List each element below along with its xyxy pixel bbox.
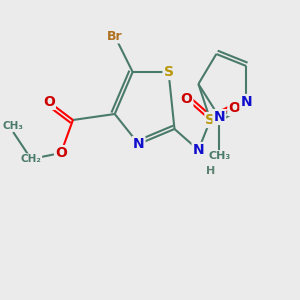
- Text: Br: Br: [107, 29, 123, 43]
- Text: N: N: [193, 143, 204, 157]
- Text: N: N: [214, 110, 225, 124]
- Text: O: O: [43, 95, 55, 109]
- Text: S: S: [164, 65, 173, 79]
- Text: CH₃: CH₃: [3, 121, 24, 131]
- Text: O: O: [228, 101, 240, 115]
- Text: O: O: [55, 146, 67, 160]
- Text: S: S: [206, 113, 215, 127]
- Text: N: N: [133, 137, 145, 151]
- Text: CH₃: CH₃: [208, 151, 230, 161]
- Text: O: O: [181, 92, 192, 106]
- Text: N: N: [240, 95, 252, 109]
- Text: H: H: [206, 166, 215, 176]
- Text: CH₂: CH₂: [21, 154, 41, 164]
